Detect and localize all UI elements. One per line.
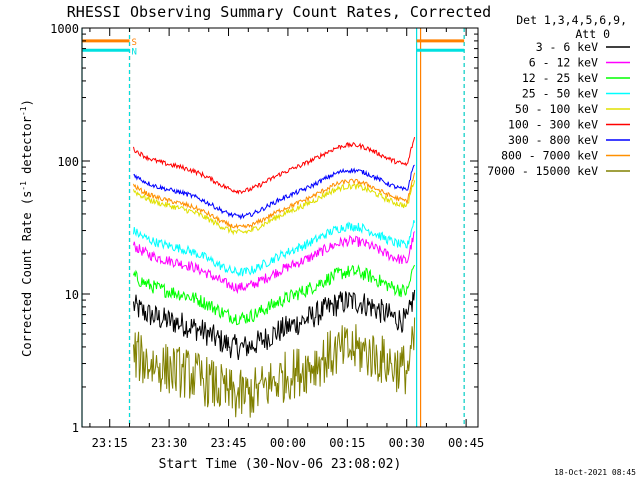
x-tick-label-4: 00:15 xyxy=(329,436,365,450)
y-tick-label-1: 10 xyxy=(65,288,79,302)
x-tick-label-2: 23:45 xyxy=(210,436,246,450)
flag-label-N: N xyxy=(132,47,137,57)
legend-label-3: 25 - 50 keV xyxy=(522,87,598,101)
y-axis-label-mid: detector xyxy=(20,116,34,181)
y-tick-label-3: 1000 xyxy=(50,22,79,36)
legend-label-5: 100 - 300 keV xyxy=(508,118,598,132)
y-axis-label: Corrected Count Rate (s-1 detector-1) xyxy=(19,99,34,357)
series-line-6 xyxy=(133,164,415,220)
x-tick-label-0: 23:15 xyxy=(92,436,128,450)
legend-label-7: 800 - 7000 keV xyxy=(501,149,598,163)
y-axis-label-end: ) xyxy=(20,99,34,106)
x-axis-label: Start Time (30-Nov-06 23:08:02) xyxy=(159,457,402,472)
chart-title: RHESSI Observing Summary Count Rates, Co… xyxy=(67,3,491,21)
x-axis: 23:15 23:30 23:45 00:00 00:15 00:30 00:45 xyxy=(89,28,484,450)
legend-label-0: 3 - 6 keV xyxy=(536,40,598,54)
series-line-2 xyxy=(133,264,416,326)
series-line-7 xyxy=(133,172,416,230)
legend-header-line2: Att 0 xyxy=(575,27,610,41)
legend-label-8: 7000 - 15000 keV xyxy=(487,164,598,178)
y-axis-label-sup1: -1 xyxy=(19,181,28,191)
time-markers xyxy=(81,28,465,427)
legend-label-2: 12 - 25 keV xyxy=(522,71,598,85)
series-lines xyxy=(133,136,416,418)
legend: Det 1,3,4,5,6,9, Att 0 3 - 6 keV 6 - 12 k… xyxy=(487,13,630,178)
y-axis-label-sup2: -1 xyxy=(19,106,28,116)
plot-frame xyxy=(81,27,479,428)
x-tick-label-6: 00:45 xyxy=(448,436,484,450)
y-tick-label-0: 1 xyxy=(72,421,79,435)
x-tick-label-3: 00:00 xyxy=(270,436,306,450)
series-line-5 xyxy=(133,136,416,195)
series-line-0 xyxy=(133,289,416,360)
series-line-3 xyxy=(133,220,416,277)
x-tick-label-1: 23:30 xyxy=(151,436,187,450)
timestamp: 18-Oct-2021 08:45 xyxy=(554,468,636,477)
flag-label-S: S xyxy=(132,38,137,48)
legend-label-1: 6 - 12 keV xyxy=(529,56,598,70)
y-axis: 1 10 100 1000 xyxy=(50,22,478,435)
legend-label-6: 300 - 800 keV xyxy=(508,133,598,147)
legend-header-line1: Det 1,3,4,5,6,9, xyxy=(516,13,627,27)
plot-area: SN xyxy=(81,27,479,428)
y-axis-label-main: Corrected Count Rate (s xyxy=(20,191,34,357)
flag-bars: SN xyxy=(82,38,465,57)
series-line-8 xyxy=(133,317,416,418)
x-tick-label-5: 00:30 xyxy=(389,436,425,450)
y-tick-label-2: 100 xyxy=(57,155,79,169)
series-line-1 xyxy=(133,231,416,295)
legend-label-4: 50 - 100 keV xyxy=(515,102,598,116)
